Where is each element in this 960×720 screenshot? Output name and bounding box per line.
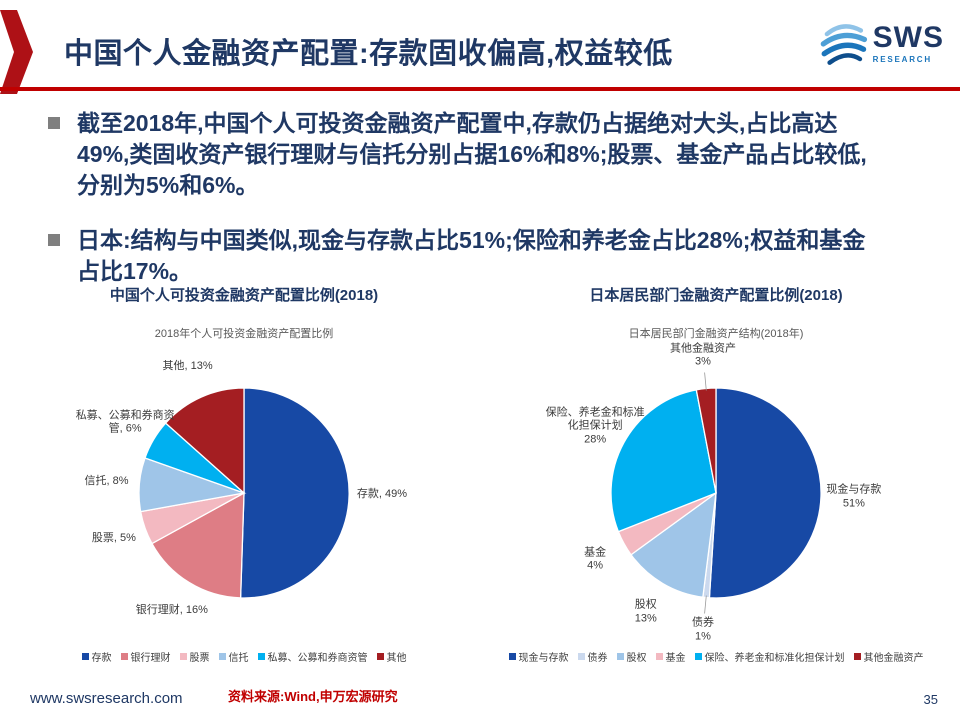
- japan-pie-area: 现金与存款 51% 债券 1% 股权 13% 基金 4% 保险、养老金和标准化担保计划 …: [486, 341, 946, 649]
- logo-subtext: RESEARCH: [872, 54, 932, 64]
- japan-chart-legend: 现金与存款 债券 股权 基金 保险、养老金和标准化担保计划 其他金融资产: [484, 649, 948, 664]
- china-chart-inner-title: 2018年个人可投资金融资产配置比例: [154, 328, 334, 340]
- bullet-list: 截至2018年,中国个人可投资金融资产配置中,存款仍占据绝对大头,占比高达49%…: [48, 108, 928, 311]
- legend-label: 存款: [91, 653, 112, 664]
- legend-item: 私募、公募和券商资管: [257, 649, 368, 664]
- legend-item: 股票: [179, 649, 210, 664]
- legend-item: 银行理财: [120, 649, 171, 664]
- pie-label: 债券 1%: [692, 616, 714, 643]
- bullet-item: 日本:结构与中国类似,现金与存款占比51%;保险和养老金占比28%;权益和基金占…: [48, 225, 928, 287]
- legend-label: 现金与存款: [518, 653, 569, 664]
- pie-slice-5: [164, 387, 245, 495]
- label-leader-line: [704, 595, 707, 614]
- pie-label: 现金与存款 51%: [826, 483, 882, 510]
- logo-text-block: SWS RESEARCH: [872, 20, 944, 64]
- pie-label: 信托, 8%: [84, 474, 129, 487]
- legend-label: 其他金融资产: [863, 653, 924, 664]
- legend-swatch-icon: [616, 653, 624, 660]
- footer-page-number: 35: [923, 692, 938, 707]
- pie-label: 股票, 5%: [91, 532, 136, 545]
- legend-swatch-icon: [853, 653, 861, 660]
- china-pie-area: 存款, 49% 银行理财, 16% 股票, 5% 信托, 8% 私募、公募和券商资管, …: [14, 343, 474, 649]
- pie-slice-4: [610, 389, 717, 533]
- legend-label: 信托: [228, 653, 249, 664]
- logo-wordmark: SWS: [872, 20, 944, 54]
- sws-globe-icon: [820, 24, 867, 65]
- pie-label: 其他, 13%: [162, 360, 213, 373]
- bullet-text: 日本:结构与中国类似,现金与存款占比51%;保险和养老金占比28%;权益和基金占…: [77, 227, 866, 285]
- pie-label: 存款, 49%: [356, 488, 408, 501]
- bullet-text: 截至2018年,中国个人可投资金融资产配置中,存款仍占据绝对大头,占比高达49%…: [77, 110, 867, 199]
- legend-swatch-icon: [120, 653, 128, 660]
- pie-label: 股权 13%: [634, 598, 657, 624]
- legend-swatch-icon: [655, 653, 663, 660]
- legend-swatch-icon: [508, 653, 516, 660]
- legend-item: 其他金融资产: [853, 649, 924, 664]
- legend-swatch-icon: [81, 653, 89, 660]
- header-divider: [0, 87, 960, 91]
- legend-swatch-icon: [257, 653, 265, 660]
- legend-item: 现金与存款: [508, 649, 569, 664]
- legend-swatch-icon: [218, 653, 226, 660]
- legend-swatch-icon: [179, 653, 187, 660]
- pie-slice-0: [708, 387, 822, 599]
- footer-website: www.swsresearch.com: [30, 690, 183, 707]
- japan-chart-inner-title: 日本居民部门金融资产结构(2018年): [628, 328, 804, 340]
- japan-chart-section: 日本居民部门金融资产配置比例(2018) 日本居民部门金融资产结构(2018年)…: [480, 286, 952, 664]
- legend-item: 存款: [81, 649, 112, 664]
- pie-chart-svg: [138, 387, 350, 599]
- pie-slice-1: [151, 491, 245, 599]
- charts-row: 中国个人可投资金融资产配置比例(2018) 2018年个人可投资金融资产配置比例…: [8, 286, 952, 664]
- sws-logo: SWS RESEARCH: [818, 18, 944, 68]
- bullet-item: 截至2018年,中国个人可投资金融资产配置中,存款仍占据绝对大头,占比高达49%…: [48, 108, 928, 201]
- pie-chart-svg: [610, 372, 822, 614]
- footer-source: 资料来源:Wind,申万宏源研究: [228, 689, 398, 704]
- square-bullet-icon: [48, 234, 60, 247]
- japan-chart-title: 日本居民部门金融资产配置比例(2018): [589, 287, 843, 304]
- legend-label: 私募、公募和券商资管: [267, 653, 368, 664]
- pie-label: 保险、养老金和标准化担保计划 28%: [545, 405, 645, 446]
- page-title: 中国个人金融资产配置:存款固收偏高,权益较低: [64, 38, 673, 70]
- pie-label: 银行理财, 16%: [135, 603, 208, 616]
- legend-item: 其他: [376, 649, 407, 664]
- red-chevron-icon: [0, 10, 33, 94]
- legend-item: 债券: [577, 649, 608, 664]
- legend-label: 基金: [665, 653, 686, 664]
- china-chart-section: 中国个人可投资金融资产配置比例(2018) 2018年个人可投资金融资产配置比例…: [8, 286, 480, 664]
- pie-label: 基金 4%: [584, 545, 607, 572]
- legend-label: 银行理财: [130, 653, 171, 664]
- legend-label: 保险、养老金和标准化担保计划: [704, 653, 845, 664]
- china-chart-title: 中国个人可投资金融资产配置比例(2018): [109, 287, 379, 304]
- legend-item: 股权: [616, 649, 647, 664]
- pie-slice-0: [239, 387, 350, 599]
- legend-item: 信托: [218, 649, 249, 664]
- legend-label: 股票: [189, 653, 210, 664]
- pie-slice-2: [630, 491, 717, 598]
- legend-item: 基金: [655, 649, 686, 664]
- pie-label: 其他金融资产 3%: [670, 341, 736, 368]
- square-bullet-icon: [48, 117, 60, 129]
- legend-label: 股权: [626, 653, 647, 664]
- legend-label: 其他: [386, 653, 407, 664]
- china-chart-legend: 存款 银行理财 股票 信托 私募、公募和券商资管 其他: [12, 649, 476, 664]
- legend-label: 债券: [587, 653, 608, 664]
- legend-swatch-icon: [577, 653, 585, 660]
- label-leader-line: [704, 372, 707, 391]
- pie-label: 私募、公募和券商资管, 6%: [75, 408, 175, 435]
- legend-item: 保险、养老金和标准化担保计划: [694, 649, 845, 664]
- legend-swatch-icon: [376, 653, 384, 660]
- legend-swatch-icon: [694, 653, 702, 660]
